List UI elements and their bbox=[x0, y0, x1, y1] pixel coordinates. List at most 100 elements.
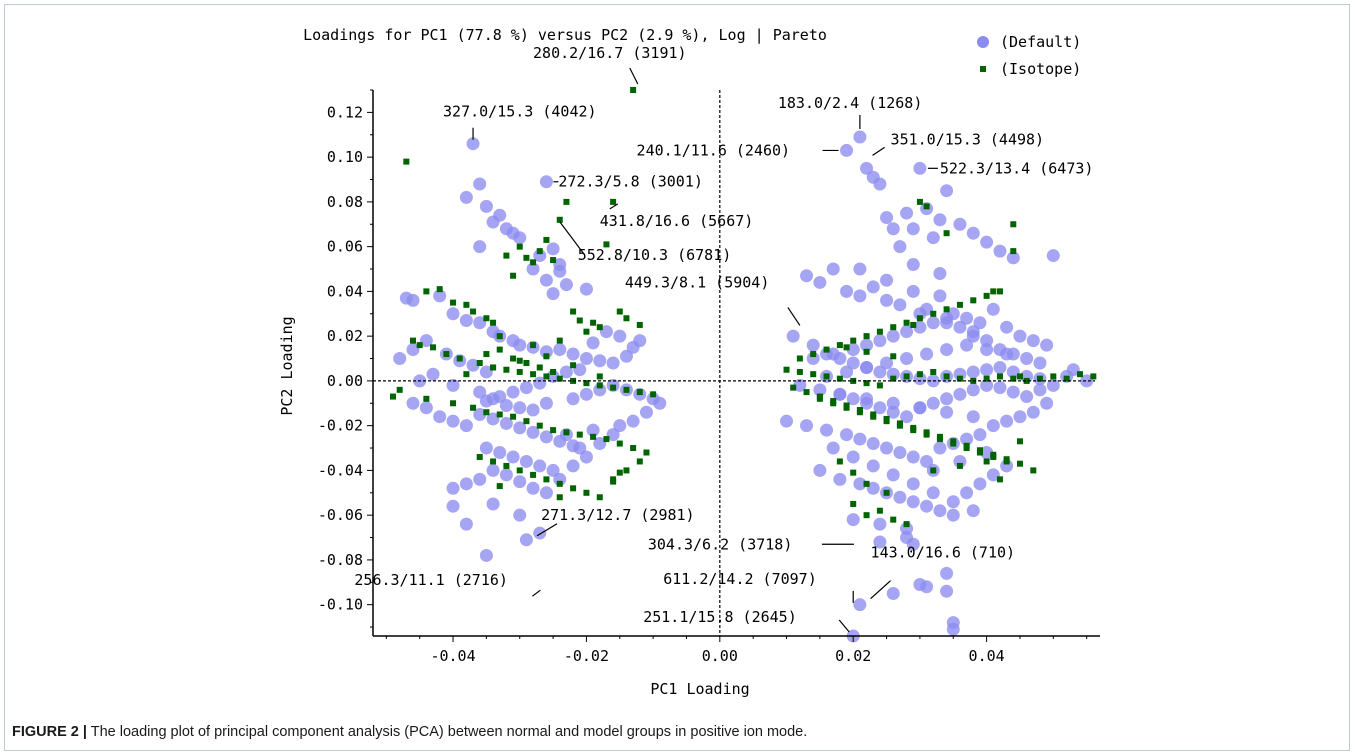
default-point bbox=[980, 446, 994, 460]
default-point bbox=[473, 240, 487, 254]
isotope-point bbox=[890, 324, 897, 331]
default-point bbox=[473, 407, 487, 421]
default-point bbox=[986, 419, 1000, 433]
default-point bbox=[499, 468, 513, 482]
isotope-point bbox=[783, 366, 790, 373]
default-point bbox=[1040, 338, 1054, 352]
isotope-point bbox=[523, 418, 530, 425]
default-point bbox=[893, 490, 907, 504]
isotope-point bbox=[850, 337, 857, 344]
default-point bbox=[1026, 405, 1040, 419]
default-point bbox=[813, 275, 827, 289]
isotope-point bbox=[823, 373, 830, 380]
default-point bbox=[399, 291, 413, 305]
default-point bbox=[479, 548, 493, 562]
isotope-point bbox=[1023, 377, 1030, 384]
default-point bbox=[539, 175, 553, 189]
isotope-point bbox=[903, 373, 910, 380]
y-tick-label: 0.10 bbox=[327, 148, 363, 166]
annotation-label: 522.3/13.4 (6473) bbox=[940, 159, 1094, 177]
isotope-point bbox=[910, 427, 917, 434]
default-point bbox=[800, 419, 814, 433]
figure-frame bbox=[4, 4, 1350, 751]
default-point bbox=[486, 215, 500, 229]
isotope-point bbox=[943, 306, 950, 313]
default-point bbox=[566, 347, 580, 361]
default-point bbox=[886, 222, 900, 236]
default-point bbox=[1080, 374, 1094, 388]
isotope-point bbox=[636, 458, 643, 465]
isotope-point bbox=[530, 259, 537, 266]
isotope-point bbox=[416, 342, 423, 349]
default-point bbox=[1006, 365, 1020, 379]
isotope-point bbox=[930, 310, 937, 317]
isotope-point bbox=[610, 384, 617, 391]
chart-title: Loadings for PC1 (77.8 %) versus PC2 (2.… bbox=[303, 26, 827, 44]
default-point bbox=[813, 463, 827, 477]
x-tick-label: -0.02 bbox=[564, 647, 609, 665]
isotope-point bbox=[810, 351, 817, 358]
isotope-point bbox=[1016, 460, 1023, 467]
default-point bbox=[980, 235, 994, 249]
default-point bbox=[586, 423, 600, 437]
default-point bbox=[900, 522, 914, 536]
isotope-point bbox=[483, 351, 490, 358]
isotope-point bbox=[436, 286, 443, 293]
default-point bbox=[993, 244, 1007, 258]
isotope-point bbox=[796, 355, 803, 362]
default-point bbox=[893, 446, 907, 460]
isotope-point bbox=[1063, 375, 1070, 382]
isotope-point bbox=[1016, 438, 1023, 445]
isotope-point bbox=[890, 353, 897, 360]
default-point bbox=[940, 392, 954, 406]
default-point bbox=[1026, 334, 1040, 348]
default-point bbox=[920, 499, 934, 513]
isotope-point bbox=[983, 292, 990, 299]
isotope-point bbox=[870, 413, 877, 420]
default-point bbox=[906, 258, 920, 272]
default-point bbox=[980, 378, 994, 392]
isotope-point bbox=[876, 382, 883, 389]
isotope-point bbox=[970, 297, 977, 304]
default-point bbox=[553, 472, 567, 486]
default-point bbox=[913, 320, 927, 334]
isotope-point bbox=[623, 467, 630, 474]
annotation-leader-line bbox=[559, 221, 585, 255]
default-point bbox=[613, 419, 627, 433]
default-point bbox=[633, 334, 647, 348]
isotope-point bbox=[1050, 373, 1057, 380]
isotope-point bbox=[503, 462, 510, 469]
default-point bbox=[946, 622, 960, 636]
default-point bbox=[506, 450, 520, 464]
isotope-point bbox=[403, 158, 410, 165]
isotope-point bbox=[896, 422, 903, 429]
default-point bbox=[953, 387, 967, 401]
default-point bbox=[579, 282, 593, 296]
default-point bbox=[906, 477, 920, 491]
isotope-point bbox=[650, 391, 657, 398]
annotation-label: 611.2/14.2 (7097) bbox=[663, 570, 817, 588]
isotope-point bbox=[423, 395, 430, 402]
isotope-point bbox=[516, 357, 523, 364]
default-point bbox=[539, 273, 553, 287]
isotope-point bbox=[843, 344, 850, 351]
default-point bbox=[426, 367, 440, 381]
default-point bbox=[1000, 347, 1014, 361]
default-point bbox=[900, 352, 914, 366]
default-point bbox=[840, 284, 854, 298]
isotope-point bbox=[563, 198, 570, 205]
default-point bbox=[953, 367, 967, 381]
default-point bbox=[566, 459, 580, 473]
annotation-leader-line bbox=[609, 203, 619, 210]
y-tick-label: 0.00 bbox=[327, 372, 363, 390]
isotope-point bbox=[603, 241, 610, 248]
default-point bbox=[553, 434, 567, 448]
isotope-point bbox=[990, 288, 997, 295]
default-point bbox=[966, 226, 980, 240]
default-point bbox=[966, 504, 980, 518]
default-point bbox=[593, 354, 607, 368]
isotope-points bbox=[390, 87, 1097, 528]
default-point bbox=[913, 161, 927, 175]
isotope-point bbox=[850, 500, 857, 507]
annotations: 280.2/16.7 (3191) 327.0/15.3 (4042) 183.0/… bbox=[354, 44, 1094, 633]
